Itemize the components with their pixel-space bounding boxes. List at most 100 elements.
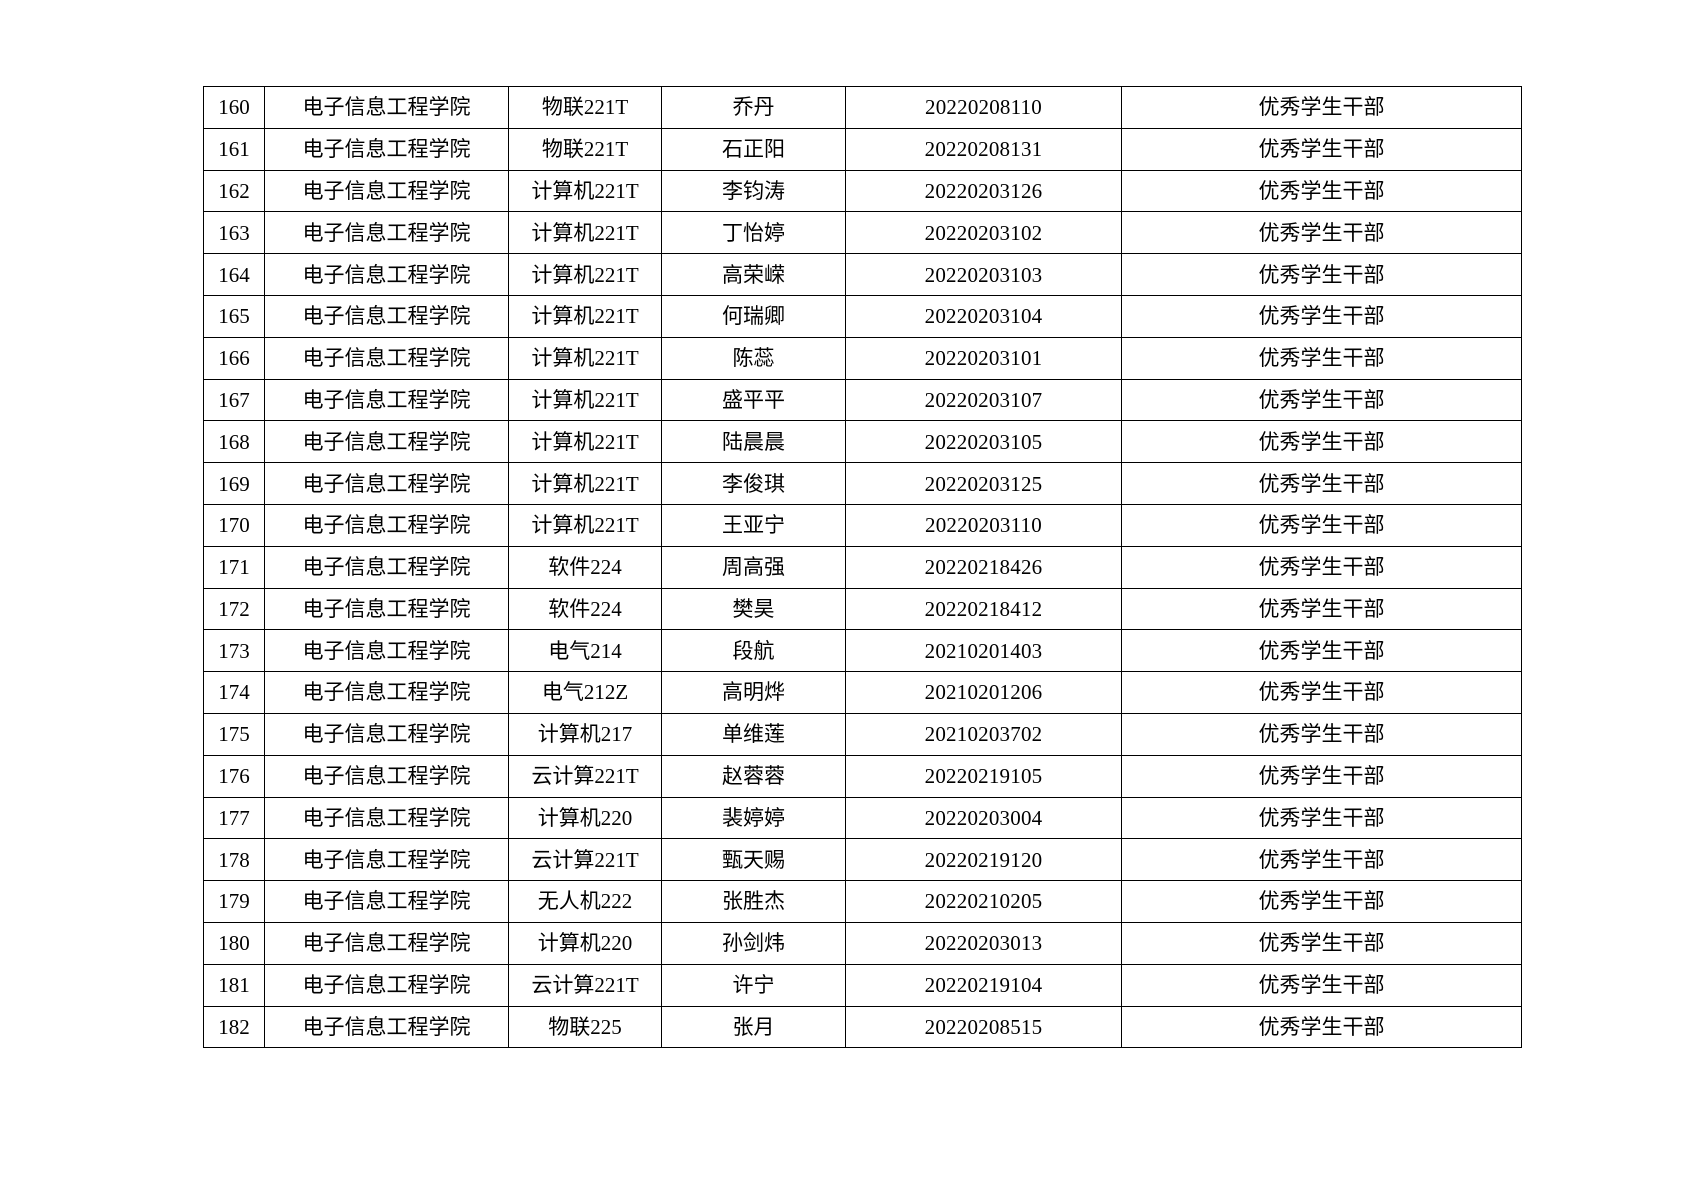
cell-student-name: 高明烨 (661, 671, 846, 714)
cell-sequence-number: 161 (203, 127, 265, 171)
cell-award-type: 优秀学生干部 (1121, 503, 1522, 547)
cell-student-id: 20210201403 (845, 629, 1122, 673)
cell-student-id: 20210201206 (845, 671, 1122, 714)
cell-sequence-number: 164 (203, 253, 265, 296)
cell-class-name: 计算机217 (508, 712, 662, 756)
table-row: 171 电子信息工程学院 软件224 周高强 20220218426 优秀学生干部 (203, 545, 1522, 589)
cell-class-name: 物联221T (508, 86, 662, 129)
table-row: 168 电子信息工程学院 计算机221T 陆晨晨 20220203105 优秀学生干部 (203, 420, 1522, 464)
cell-student-name: 许宁 (661, 963, 846, 1007)
cell-student-name: 王亚宁 (661, 503, 846, 547)
cell-award-type: 优秀学生干部 (1121, 86, 1522, 129)
cell-student-id: 20220219104 (845, 963, 1122, 1007)
cell-sequence-number: 172 (203, 587, 265, 631)
cell-award-type: 优秀学生干部 (1121, 796, 1522, 840)
table-row: 167 电子信息工程学院 计算机221T 盛平平 20220203107 优秀学生干部 (203, 378, 1522, 422)
cell-class-name: 软件224 (508, 587, 662, 631)
cell-class-name: 计算机221T (508, 336, 662, 380)
cell-class-name: 物联221T (508, 127, 662, 171)
cell-class-name: 计算机221T (508, 169, 662, 213)
cell-award-type: 优秀学生干部 (1121, 921, 1522, 965)
table-row: 162 电子信息工程学院 计算机221T 李钧涛 20220203126 优秀学生干部 (203, 169, 1522, 213)
table-row: 181 电子信息工程学院 云计算221T 许宁 20220219104 优秀学生干部 (203, 963, 1522, 1007)
cell-student-id: 20220203110 (845, 503, 1122, 547)
cell-college-name: 电子信息工程学院 (264, 86, 509, 129)
cell-student-name: 何瑞卿 (661, 294, 846, 338)
cell-student-id: 20220203103 (845, 253, 1122, 296)
cell-college-name: 电子信息工程学院 (264, 545, 509, 589)
cell-student-id: 20220203104 (845, 294, 1122, 338)
cell-student-name: 甄天赐 (661, 838, 846, 882)
cell-award-type: 优秀学生干部 (1121, 1005, 1522, 1049)
cell-college-name: 电子信息工程学院 (264, 629, 509, 673)
cell-class-name: 计算机220 (508, 796, 662, 840)
cell-sequence-number: 166 (203, 336, 265, 380)
table-row: 160 电子信息工程学院 物联221T 乔丹 20220208110 优秀学生干部 (203, 86, 1522, 129)
table-row: 165 电子信息工程学院 计算机221T 何瑞卿 20220203104 优秀学生干部 (203, 294, 1522, 338)
cell-student-name: 陈蕊 (661, 336, 846, 380)
cell-class-name: 计算机221T (508, 253, 662, 296)
cell-student-id: 20220218426 (845, 545, 1122, 589)
cell-award-type: 优秀学生干部 (1121, 336, 1522, 380)
cell-sequence-number: 165 (203, 294, 265, 338)
cell-class-name: 软件224 (508, 545, 662, 589)
cell-college-name: 电子信息工程学院 (264, 921, 509, 965)
cell-student-id: 20220203125 (845, 462, 1122, 505)
cell-award-type: 优秀学生干部 (1121, 127, 1522, 171)
cell-award-type: 优秀学生干部 (1121, 880, 1522, 923)
cell-sequence-number: 176 (203, 754, 265, 798)
table-row: 182 电子信息工程学院 物联225 张月 20220208515 优秀学生干部 (203, 1005, 1522, 1049)
cell-award-type: 优秀学生干部 (1121, 712, 1522, 756)
cell-class-name: 云计算221T (508, 754, 662, 798)
cell-class-name: 云计算221T (508, 838, 662, 882)
cell-sequence-number: 171 (203, 545, 265, 589)
cell-class-name: 无人机222 (508, 880, 662, 923)
cell-college-name: 电子信息工程学院 (264, 503, 509, 547)
cell-student-id: 20220218412 (845, 587, 1122, 631)
cell-award-type: 优秀学生干部 (1121, 211, 1522, 255)
cell-award-type: 优秀学生干部 (1121, 545, 1522, 589)
cell-student-name: 李俊琪 (661, 462, 846, 505)
cell-student-name: 周高强 (661, 545, 846, 589)
table-row: 169 电子信息工程学院 计算机221T 李俊琪 20220203125 优秀学生干部 (203, 462, 1522, 505)
cell-class-name: 物联225 (508, 1005, 662, 1049)
cell-class-name: 计算机221T (508, 462, 662, 505)
cell-sequence-number: 170 (203, 503, 265, 547)
cell-award-type: 优秀学生干部 (1121, 253, 1522, 296)
cell-student-id: 20220219120 (845, 838, 1122, 882)
cell-student-id: 20210203702 (845, 712, 1122, 756)
cell-student-name: 张胜杰 (661, 880, 846, 923)
cell-student-name: 单维莲 (661, 712, 846, 756)
cell-class-name: 计算机220 (508, 921, 662, 965)
cell-student-id: 20220203101 (845, 336, 1122, 380)
cell-sequence-number: 177 (203, 796, 265, 840)
cell-student-id: 20220203013 (845, 921, 1122, 965)
table-row: 178 电子信息工程学院 云计算221T 甄天赐 20220219120 优秀学生干部 (203, 838, 1522, 882)
cell-sequence-number: 173 (203, 629, 265, 673)
table-row: 176 电子信息工程学院 云计算221T 赵蓉蓉 20220219105 优秀学生干部 (203, 754, 1522, 798)
table-row: 172 电子信息工程学院 软件224 樊昊 20220218412 优秀学生干部 (203, 587, 1522, 631)
cell-student-name: 赵蓉蓉 (661, 754, 846, 798)
cell-college-name: 电子信息工程学院 (264, 754, 509, 798)
cell-student-name: 乔丹 (661, 86, 846, 129)
award-table-body: 160 电子信息工程学院 物联221T 乔丹 20220208110 优秀学生干部 161 电… (203, 86, 1522, 1049)
cell-class-name: 计算机221T (508, 211, 662, 255)
table-row: 175 电子信息工程学院 计算机217 单维莲 20210203702 优秀学生干部 (203, 712, 1522, 756)
cell-college-name: 电子信息工程学院 (264, 294, 509, 338)
cell-student-name: 陆晨晨 (661, 420, 846, 464)
cell-college-name: 电子信息工程学院 (264, 712, 509, 756)
cell-student-id: 20220203102 (845, 211, 1122, 255)
cell-college-name: 电子信息工程学院 (264, 336, 509, 380)
award-table: 160 电子信息工程学院 物联221T 乔丹 20220208110 优秀学生干部 161 电… (203, 86, 1522, 1049)
cell-sequence-number: 182 (203, 1005, 265, 1049)
cell-student-id: 20220210205 (845, 880, 1122, 923)
cell-college-name: 电子信息工程学院 (264, 169, 509, 213)
cell-award-type: 优秀学生干部 (1121, 462, 1522, 505)
cell-class-name: 计算机221T (508, 420, 662, 464)
table-row: 177 电子信息工程学院 计算机220 裴婷婷 20220203004 优秀学生干部 (203, 796, 1522, 840)
table-row: 173 电子信息工程学院 电气214 段航 20210201403 优秀学生干部 (203, 629, 1522, 673)
cell-award-type: 优秀学生干部 (1121, 754, 1522, 798)
cell-student-id: 20220208515 (845, 1005, 1122, 1049)
cell-student-name: 李钧涛 (661, 169, 846, 213)
cell-sequence-number: 160 (203, 86, 265, 129)
